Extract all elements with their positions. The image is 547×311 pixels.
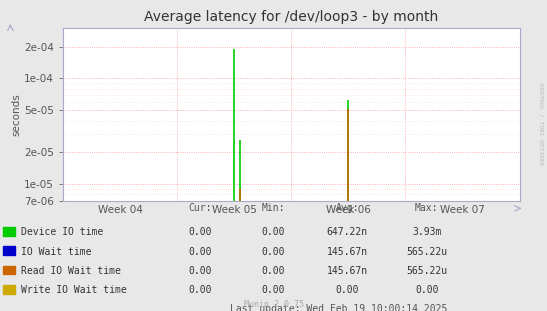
Text: 0.00: 0.00	[336, 285, 359, 295]
Text: 0.00: 0.00	[188, 266, 211, 276]
Text: Device IO time: Device IO time	[21, 227, 103, 237]
Text: Munin 2.0.75: Munin 2.0.75	[243, 299, 304, 309]
Text: 0.00: 0.00	[262, 285, 285, 295]
Text: 647.22n: 647.22n	[327, 227, 368, 237]
Text: 0.00: 0.00	[262, 266, 285, 276]
Text: 145.67n: 145.67n	[327, 247, 368, 257]
Text: Avg:: Avg:	[336, 203, 359, 213]
Text: Read IO Wait time: Read IO Wait time	[21, 266, 121, 276]
Text: Write IO Wait time: Write IO Wait time	[21, 285, 127, 295]
Text: IO Wait time: IO Wait time	[21, 247, 92, 257]
Title: Average latency for /dev/loop3 - by month: Average latency for /dev/loop3 - by mont…	[144, 10, 438, 24]
Text: RRDTOOL / TOBI OETIKER: RRDTOOL / TOBI OETIKER	[538, 83, 543, 166]
Text: Cur:: Cur:	[188, 203, 211, 213]
Text: Last update: Wed Feb 19 10:00:14 2025: Last update: Wed Feb 19 10:00:14 2025	[230, 304, 448, 311]
Text: 0.00: 0.00	[188, 247, 211, 257]
Text: 145.67n: 145.67n	[327, 266, 368, 276]
Text: 565.22u: 565.22u	[406, 247, 447, 257]
Text: Min:: Min:	[262, 203, 285, 213]
Text: 3.93m: 3.93m	[412, 227, 441, 237]
Text: Max:: Max:	[415, 203, 438, 213]
Text: 0.00: 0.00	[188, 285, 211, 295]
Y-axis label: seconds: seconds	[11, 93, 21, 136]
Text: 0.00: 0.00	[188, 227, 211, 237]
Text: 0.00: 0.00	[262, 227, 285, 237]
Text: 565.22u: 565.22u	[406, 266, 447, 276]
Text: 0.00: 0.00	[262, 247, 285, 257]
Text: 0.00: 0.00	[415, 285, 438, 295]
